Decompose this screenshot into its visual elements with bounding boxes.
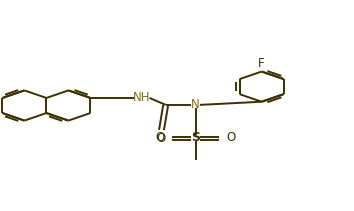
Text: O: O xyxy=(226,131,235,144)
Text: O: O xyxy=(157,132,166,145)
Text: NH: NH xyxy=(133,91,150,104)
Text: F: F xyxy=(258,57,265,70)
Text: N: N xyxy=(191,97,200,111)
Text: O: O xyxy=(156,131,165,144)
Text: S: S xyxy=(191,131,200,144)
